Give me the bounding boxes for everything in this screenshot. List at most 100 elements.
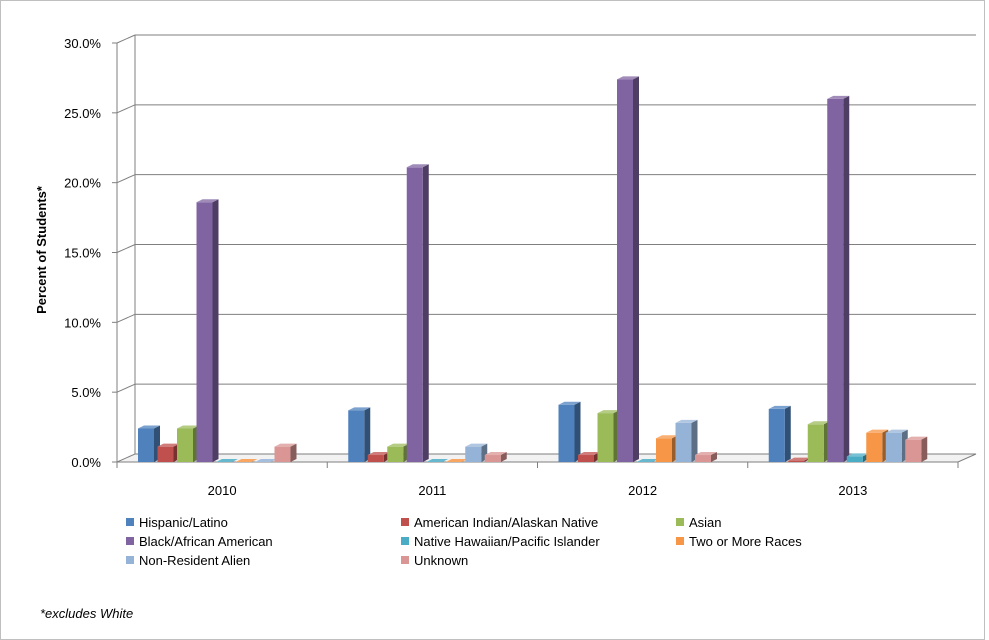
bar-top [255,459,277,462]
bar-top [465,443,488,447]
gridline-side [116,244,136,253]
bar [827,95,850,462]
bar-front [885,432,902,462]
bar-side [290,443,297,462]
bar-chart: 0.0% 5.0% 10.0% 15.0% 20.0% 25.0% 30.0% 2010 201… [34,34,977,498]
bar-front [558,404,575,462]
bar-top [445,459,468,462]
bar-top [387,443,410,447]
bar-side [212,199,219,462]
bar-front [807,424,824,462]
legend-label: Two or More Races [689,533,802,549]
legend-swatch [401,556,409,564]
bar-front [157,446,174,462]
bar-top [578,452,600,456]
bar [387,443,410,462]
bar-front [827,98,844,462]
bar-front [788,460,805,462]
legend-label: Hispanic/Latino [139,514,228,530]
bar-top [807,421,830,425]
bar-front [675,422,692,462]
bar [484,452,507,462]
legend-swatch [401,537,409,545]
bar-front [196,202,213,462]
bar-top [675,419,698,423]
legend-item: Non-Resident Alien [126,551,401,569]
bar-front [866,432,883,462]
bar-front [465,446,482,462]
bar [675,419,698,462]
legend-label: Unknown [414,552,469,568]
bar [558,401,581,462]
y-axis-label: Percent of Students* [34,185,49,314]
bar-top [695,452,717,456]
y-tick-label: 30.0% [64,36,101,51]
x-tick-label: 2013 [838,483,867,498]
bar [578,452,600,462]
bar [348,407,371,462]
bar [157,443,180,462]
bar-top [597,410,620,414]
bar-top [348,407,371,411]
legend-label: Native Hawaiian/Pacific Islander [414,533,600,549]
footnote: *excludes White [40,606,134,621]
bar-top [905,436,928,440]
gridline-side [116,383,136,393]
tick-labels: 0.0% 5.0% 10.0% 15.0% 20.0% 25.0% 30.0% 2010 201… [64,36,867,498]
legend-item: Native Hawaiian/Pacific Islander [401,532,676,550]
legend-label: American Indian/Alaskan Native [414,514,599,530]
bar [656,435,678,462]
y-tick-label: 0.0% [71,455,101,470]
bar-front [406,167,423,462]
bar-side [574,401,581,462]
bar-top [484,452,507,456]
bar [426,459,449,462]
bar [465,443,488,462]
legend-item: American Indian/Alaskan Native [401,513,676,531]
legend-item: Unknown [401,551,676,569]
bar-front [138,428,154,462]
bar-top [866,429,889,433]
bar-front [348,410,365,462]
bar-top [274,443,297,447]
legend-item: Black/African American [126,532,401,550]
bar-front [617,79,633,463]
legend-swatch [401,518,409,526]
legend-swatch [126,556,134,564]
bar [885,429,908,462]
legend-label: Black/African American [139,533,273,549]
x-tick-label: 2012 [628,483,657,498]
bar-front [905,439,922,462]
bar [905,436,928,462]
bar-top [636,459,659,462]
legend-item: Two or More Races [676,532,926,550]
bar [138,425,160,462]
bar-top [367,452,390,456]
bar-top [426,459,449,462]
bar-front [695,455,711,462]
bar [617,76,639,463]
bar-front [578,455,594,462]
bar-side [633,76,639,463]
bar-top [177,425,199,429]
bar-top [788,457,811,461]
legend-item: Asian [676,513,926,531]
bar [768,405,791,462]
bar-front [274,446,291,462]
bar-top [558,401,581,405]
bar-top [768,405,791,409]
y-tick-label: 5.0% [71,385,101,400]
bar-side [711,452,717,462]
bar [636,459,659,462]
bar-side [500,452,507,462]
y-tick-label: 15.0% [64,246,101,261]
bar-front [597,413,614,462]
legend-label: Non-Resident Alien [139,552,251,568]
y-tick-label: 10.0% [64,315,101,330]
bar [196,199,219,462]
bar-front [768,408,785,462]
bar [216,459,238,462]
bar-top [846,453,869,457]
legend-swatch [126,518,134,526]
bar [255,459,277,462]
